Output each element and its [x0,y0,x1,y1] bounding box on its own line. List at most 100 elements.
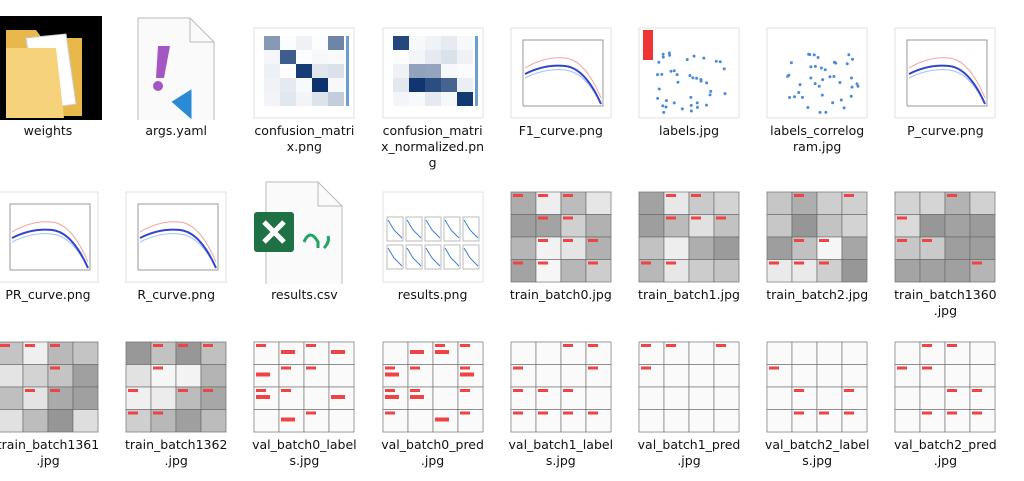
file-thumbnail [638,341,740,433]
file-thumbnail [382,191,484,283]
file-item[interactable]: labels_correlog ram.jpg [755,8,879,155]
file-name: val_batch1_label s.jpg [499,437,623,469]
file-thumbnail [510,27,612,119]
file-name: train_batch1362 .jpg [114,437,238,469]
file-item[interactable]: PR_curve.png [0,172,110,303]
file-name: results.png [371,287,495,303]
file-name-line: train_batch2.jpg [766,287,869,302]
file-thumbnail [254,181,343,284]
file-thumbnail [894,341,996,433]
file-name-line: val_batch1_pred [637,437,741,452]
file-item[interactable]: R_curve.png [114,172,238,303]
file-name-line: .jpg [677,453,701,468]
file-thumbnail [382,341,484,433]
file-name-line: s.jpg [802,453,833,468]
file-item[interactable]: results.csv [242,172,366,303]
file-name-line: weights [23,123,73,138]
file-name-line: val_batch2_label [764,437,870,452]
file-thumbnail [510,191,612,283]
file-name: train_batch1.jpg [627,287,751,303]
file-name-line: F1_curve.png [518,123,603,138]
file-name: val_batch2_pred .jpg [883,437,1007,469]
file-name: weights [0,123,110,139]
file-name-line: val_batch2_pred [894,437,997,452]
file-name-line: args.yaml [145,123,208,138]
file-name-line: val_batch0_label [252,437,357,452]
file-name: train_batch1361 .jpg [0,437,110,469]
file-name-line: val_batch1_label [508,437,614,452]
file-item[interactable]: labels.jpg [627,8,751,139]
file-thumbnail [0,341,99,433]
file-name-line: train_batch1361 [0,437,100,452]
file-name: args.yaml [114,123,238,139]
file-item[interactable]: P_curve.png [883,8,1007,139]
file-name-line: P_curve.png [907,123,984,138]
file-name: F1_curve.png [499,123,623,139]
file-name-line: results.png [397,287,468,302]
file-name-line: .jpg [36,453,60,468]
file-item[interactable]: weights [0,8,110,139]
file-name-line: .jpg [933,453,958,468]
file-thumbnail [0,16,102,120]
file-item[interactable]: val_batch1_pred .jpg [627,322,751,469]
file-name-line: train_batch1360 [894,287,997,302]
file-thumbnail [125,341,227,433]
file-name: labels_correlog ram.jpg [755,123,879,155]
file-name-line: x.png [286,139,322,154]
file-item[interactable]: results.png [371,172,495,303]
file-name: val_batch0_pred .jpg [371,437,495,469]
file-thumbnail [253,27,355,119]
file-name: train_batch2.jpg [755,287,879,303]
file-item[interactable]: confusion_matri x.png [242,8,366,155]
file-thumbnail [382,27,484,119]
file-name: confusion_matri x.png [242,123,366,155]
file-name-line: confusion_matri [254,123,355,138]
file-item[interactable]: train_batch1360 .jpg [883,172,1007,319]
file-name-line: s.jpg [545,453,576,468]
file-name: val_batch1_pred .jpg [627,437,751,469]
file-thumbnail [894,191,996,283]
file-item[interactable]: train_batch1362 .jpg [114,322,238,469]
file-item[interactable]: args.yaml [114,8,238,139]
file-name-line: train_batch0.jpg [509,287,612,302]
file-thumbnail [638,191,740,283]
file-item[interactable]: val_batch0_label s.jpg [242,322,366,469]
file-thumbnail [125,191,227,283]
file-item[interactable]: val_batch1_label s.jpg [499,322,623,469]
file-name-line: train_batch1362 [124,437,228,452]
file-item[interactable]: F1_curve.png [499,8,623,139]
file-name-line: PR_curve.png [5,287,91,302]
file-name-line: R_curve.png [137,287,216,302]
file-thumbnail [766,27,868,119]
file-item[interactable]: confusion_matri x_normalized.pn g [371,8,495,171]
file-thumbnail [137,17,215,120]
file-name-line: labels.jpg [658,123,720,138]
file-item[interactable]: val_batch0_pred .jpg [371,322,495,469]
file-thumbnail [766,341,868,433]
file-thumbnail [894,27,996,119]
file-thumbnail [0,191,99,283]
file-item[interactable]: train_batch2.jpg [755,172,879,303]
file-item[interactable]: val_batch2_pred .jpg [883,322,1007,469]
file-thumbnail [766,191,868,283]
file-name-line: .jpg [420,453,445,468]
file-item[interactable]: train_batch0.jpg [499,172,623,303]
file-item[interactable]: train_batch1361 .jpg [0,322,110,469]
file-name-line: .jpg [933,303,958,318]
file-name-line: labels_correlog [770,123,865,138]
file-name-line: .jpg [164,453,188,468]
file-name-line: ram.jpg [793,139,842,154]
file-name: confusion_matri x_normalized.pn g [371,123,495,171]
file-thumbnail [638,27,740,119]
file-name: P_curve.png [883,123,1007,139]
file-thumbnail [510,341,612,433]
file-thumbnail [253,341,355,433]
file-item[interactable]: train_batch1.jpg [627,172,751,303]
file-name: R_curve.png [114,287,238,303]
file-name: results.csv [242,287,366,303]
file-item[interactable]: val_batch2_label s.jpg [755,322,879,469]
file-name-line: confusion_matri [382,123,483,138]
file-name: val_batch2_label s.jpg [755,437,879,469]
file-name: val_batch0_label s.jpg [242,437,366,469]
